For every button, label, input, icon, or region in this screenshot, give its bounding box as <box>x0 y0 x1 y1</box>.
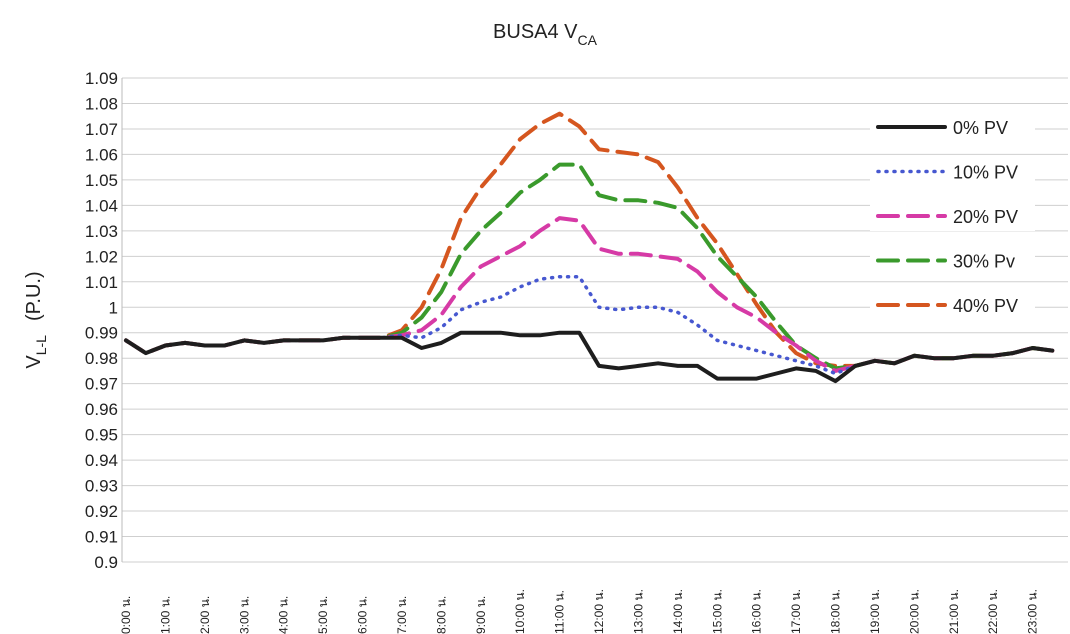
chart-title: BUSA4 VCA <box>493 21 598 48</box>
x-tick-label: 23:00 น. <box>1026 589 1040 634</box>
legend-label: 0% PV <box>953 118 1008 138</box>
legend-label: 20% PV <box>953 207 1018 227</box>
x-tick-label: 12:00 น. <box>592 589 606 634</box>
y-tick-label: 0.96 <box>85 400 118 419</box>
y-tick-label: 0.98 <box>85 349 118 368</box>
y-tick-label: 0.94 <box>85 451 118 470</box>
x-tick-label: 4:00 น. <box>277 596 291 634</box>
y-tick-label: 0.99 <box>85 324 118 343</box>
y-tick-label: 0.92 <box>85 502 118 521</box>
y-tick-label: 0.91 <box>85 528 118 547</box>
ylabel-main: V <box>23 355 45 369</box>
x-tick-label: 17:00 น. <box>789 589 803 634</box>
x-tick-label: 20:00 น. <box>907 589 921 634</box>
y-tick-label: 1.01 <box>85 273 118 292</box>
x-tick-label: 8:00 น. <box>434 596 448 634</box>
x-tick-label: 7:00 น. <box>395 596 409 634</box>
x-tick-label: 9:00 น. <box>474 596 488 634</box>
x-tick-label: 19:00 น. <box>868 589 882 634</box>
y-tick-label: 0.9 <box>94 553 118 572</box>
x-tick-label: 6:00 น. <box>356 596 370 634</box>
y-tick-label: 0.97 <box>85 375 118 394</box>
x-tick-label: 10:00 น. <box>513 589 527 634</box>
legend: 0% PV 10% PV 20% PV 30% Pv 40% PV <box>870 112 1035 320</box>
x-tick-label: 15:00 น. <box>710 589 724 634</box>
x-tick-label: 3:00 น. <box>237 596 251 634</box>
y-tick-label: 1.07 <box>85 120 118 139</box>
y-tick-label: 1.05 <box>85 171 118 190</box>
x-tick-label: 14:00 น. <box>671 589 685 634</box>
x-tick-label: 2:00 น. <box>198 596 212 634</box>
y-tick-label: 1.08 <box>85 94 118 113</box>
legend-label: 10% PV <box>953 163 1018 183</box>
y-tick-label: 1.04 <box>85 196 118 215</box>
y-axis-label: VL-L (P.U.) <box>23 271 49 368</box>
x-tick-label: 22:00 น. <box>986 589 1000 634</box>
title-main: BUSA4 V <box>493 21 578 43</box>
title-sub: CA <box>578 32 598 48</box>
legend-bg <box>870 156 1035 187</box>
x-tick-label: 11:00 น. <box>553 590 567 634</box>
series-line <box>124 330 1055 384</box>
ylabel-sub: L-L <box>33 335 49 355</box>
x-tick-label: 16:00 น. <box>750 589 764 634</box>
y-tick-label: 0.93 <box>85 477 118 496</box>
y-tick-label: 1.09 <box>85 69 118 88</box>
y-tick-label: 1.06 <box>85 145 118 164</box>
y-tick-label: 1.02 <box>85 247 118 266</box>
x-tick-label: 13:00 น. <box>631 589 645 634</box>
x-tick-label: 5:00 น. <box>316 596 330 634</box>
x-tick-label: 0:00 น. <box>119 596 133 634</box>
y-tick-label: 1 <box>109 298 118 317</box>
y-tick-label: 1.03 <box>85 222 118 241</box>
legend-label: 30% Pv <box>953 252 1015 272</box>
series-line <box>124 111 1055 368</box>
x-tick-label: 18:00 น. <box>829 589 843 634</box>
x-tick-label: 1:00 น. <box>158 596 172 634</box>
y-tick-label: 0.95 <box>85 426 118 445</box>
x-tick-label: 21:00 น. <box>947 589 961 634</box>
ylabel-rest: (P.U.) <box>23 271 45 321</box>
legend-label: 40% PV <box>953 296 1018 316</box>
